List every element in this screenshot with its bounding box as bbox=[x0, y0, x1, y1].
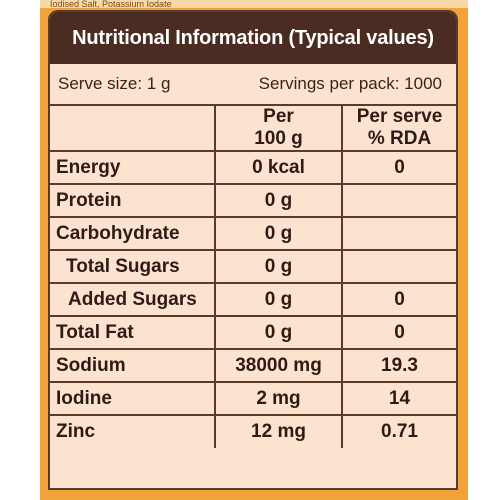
table-row: Carbohydrate 0 g bbox=[50, 216, 456, 251]
header-per-100g: Per 100 g bbox=[214, 106, 343, 152]
table-row: Total Fat 0 g 0 bbox=[50, 315, 456, 350]
serving-info-row: Serve size: 1 g Servings per pack: 1000 bbox=[50, 64, 456, 106]
nutrient-name: Sodium bbox=[50, 348, 216, 383]
header-rda: Per serve % RDA bbox=[341, 106, 456, 152]
rda-value: 0 bbox=[341, 150, 456, 185]
serve-size: Serve size: 1 g bbox=[58, 74, 171, 93]
table-row: Energy 0 kcal 0 bbox=[50, 150, 456, 185]
per-100g-value: 0 kcal bbox=[214, 150, 343, 185]
per-100g-value: 2 mg bbox=[214, 381, 343, 416]
nutrition-facts-panel: Nutritional Information (Typical values)… bbox=[48, 10, 458, 490]
nutrient-name: Zinc bbox=[50, 414, 216, 448]
header-per-100g-line2: 100 g bbox=[254, 128, 303, 149]
header-rda-line1: Per serve bbox=[356, 106, 443, 127]
header-per-100g-line1: Per bbox=[263, 106, 294, 127]
servings-per-pack: Servings per pack: 1000 bbox=[258, 74, 442, 93]
nutrient-name: Energy bbox=[50, 150, 216, 185]
nutrient-name: Protein bbox=[50, 183, 216, 218]
per-100g-value: 12 mg bbox=[214, 414, 343, 448]
per-100g-value: 0 g bbox=[214, 183, 343, 218]
rda-value bbox=[341, 183, 456, 218]
nutrient-name: Added Sugars bbox=[50, 282, 216, 317]
per-100g-value: 0 g bbox=[214, 282, 343, 317]
rda-value: 0.71 bbox=[341, 414, 456, 448]
nutrient-name: Total Fat bbox=[50, 315, 216, 350]
table-row: Zinc 12 mg 0.71 bbox=[50, 414, 456, 448]
top-ingredient-strip: Iodised Salt, Potassium Iodate bbox=[40, 0, 468, 8]
table-row: Iodine 2 mg 14 bbox=[50, 381, 456, 416]
nutrition-table: Per 100 g Per serve % RDA Energy 0 kcal … bbox=[50, 106, 456, 448]
per-100g-value: 38000 mg bbox=[214, 348, 343, 383]
rda-value: 14 bbox=[341, 381, 456, 416]
per-100g-value: 0 g bbox=[214, 315, 343, 350]
table-row: Added Sugars 0 g 0 bbox=[50, 282, 456, 317]
header-rda-line2: % RDA bbox=[367, 128, 432, 149]
rda-value: 0 bbox=[341, 315, 456, 350]
nutrient-name: Carbohydrate bbox=[50, 216, 216, 251]
nutrient-name: Iodine bbox=[50, 381, 216, 416]
table-row: Total Sugars 0 g bbox=[50, 249, 456, 284]
rda-value bbox=[341, 249, 456, 284]
rda-value bbox=[341, 216, 456, 251]
rda-value: 0 bbox=[341, 282, 456, 317]
table-row: Protein 0 g bbox=[50, 183, 456, 218]
table-header-row: Per 100 g Per serve % RDA bbox=[50, 106, 456, 152]
table-row: Sodium 38000 mg 19.3 bbox=[50, 348, 456, 383]
per-100g-value: 0 g bbox=[214, 249, 343, 284]
rda-value: 19.3 bbox=[341, 348, 456, 383]
header-nutrient-blank bbox=[50, 106, 216, 152]
panel-title: Nutritional Information (Typical values) bbox=[50, 12, 456, 64]
per-100g-value: 0 g bbox=[214, 216, 343, 251]
nutrient-name: Total Sugars bbox=[50, 249, 216, 284]
